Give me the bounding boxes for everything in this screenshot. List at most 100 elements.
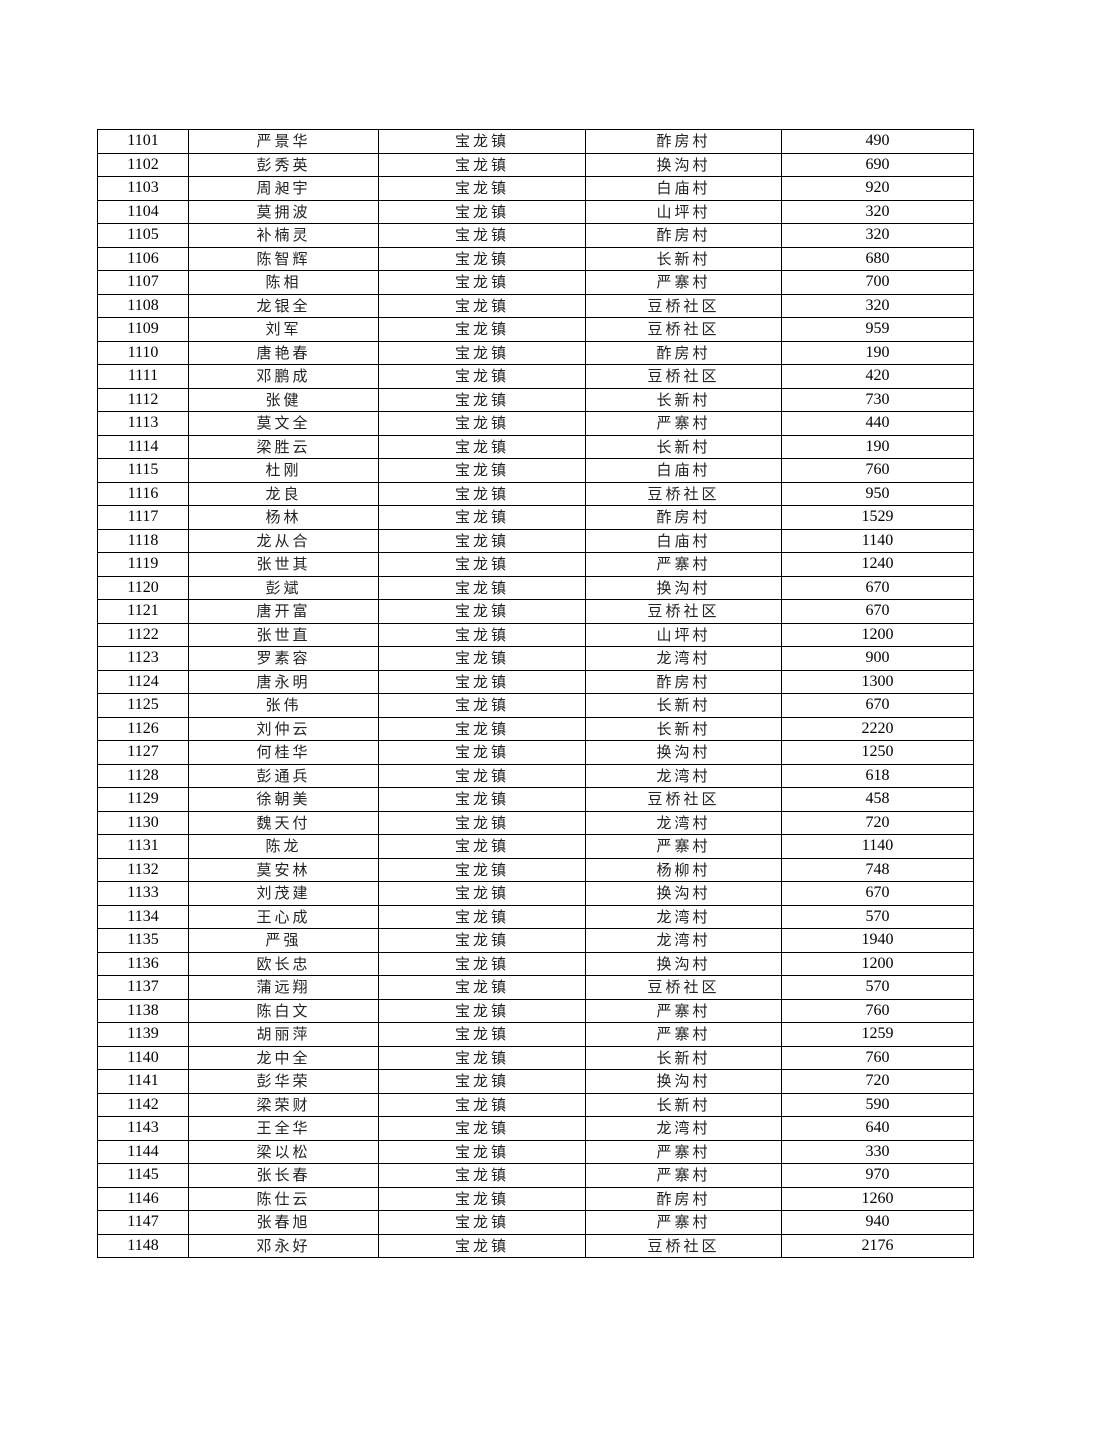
table-row: 1129 徐朝美 宝龙镇 豆桥社区 458 [97, 787, 974, 812]
table-row: 1111 邓鹏成 宝龙镇 豆桥社区 420 [97, 364, 974, 389]
village-cell: 酢房村 [585, 1186, 782, 1211]
name-cell: 蒲远翔 [188, 975, 379, 1000]
row-number-cell: 1135 [97, 928, 189, 953]
amount-cell: 730 [781, 387, 974, 412]
amount-cell: 440 [781, 411, 974, 436]
village-cell: 严寨村 [585, 834, 782, 859]
amount-cell: 320 [781, 293, 974, 318]
village-cell: 换沟村 [585, 740, 782, 765]
village-cell: 换沟村 [585, 881, 782, 906]
name-cell: 张世其 [188, 552, 379, 577]
amount-cell: 1240 [781, 552, 974, 577]
amount-cell: 190 [781, 434, 974, 459]
town-cell: 宝龙镇 [378, 1022, 586, 1047]
row-number-cell: 1125 [97, 693, 189, 718]
town-cell: 宝龙镇 [378, 1139, 586, 1164]
table-row: 1145 张长春 宝龙镇 严寨村 970 [97, 1163, 974, 1188]
village-cell: 豆桥社区 [585, 787, 782, 812]
row-number-cell: 1123 [97, 646, 189, 671]
row-number-cell: 1120 [97, 575, 189, 600]
name-cell: 欧长忠 [188, 951, 379, 976]
village-cell: 严寨村 [585, 1022, 782, 1047]
name-cell: 唐艳春 [188, 340, 379, 365]
amount-cell: 720 [781, 810, 974, 835]
town-cell: 宝龙镇 [378, 646, 586, 671]
name-cell: 龙良 [188, 481, 379, 506]
amount-cell: 1259 [781, 1022, 974, 1047]
amount-cell: 1250 [781, 740, 974, 765]
amount-cell: 700 [781, 270, 974, 295]
village-cell: 换沟村 [585, 1069, 782, 1094]
amount-cell: 420 [781, 364, 974, 389]
town-cell: 宝龙镇 [378, 246, 586, 271]
name-cell: 莫安林 [188, 857, 379, 882]
village-cell: 严寨村 [585, 1139, 782, 1164]
row-number-cell: 1144 [97, 1139, 189, 1164]
town-cell: 宝龙镇 [378, 881, 586, 906]
table-row: 1134 王心成 宝龙镇 龙湾村 570 [97, 904, 974, 929]
village-cell: 山坪村 [585, 622, 782, 647]
amount-cell: 959 [781, 317, 974, 342]
name-cell: 梁以松 [188, 1139, 379, 1164]
village-cell: 严寨村 [585, 1210, 782, 1235]
name-cell: 彭斌 [188, 575, 379, 600]
amount-cell: 670 [781, 693, 974, 718]
town-cell: 宝龙镇 [378, 152, 586, 177]
amount-cell: 900 [781, 646, 974, 671]
village-cell: 严寨村 [585, 411, 782, 436]
village-cell: 龙湾村 [585, 763, 782, 788]
amount-cell: 2176 [781, 1233, 974, 1258]
row-number-cell: 1102 [97, 152, 189, 177]
amount-cell: 1260 [781, 1186, 974, 1211]
row-number-cell: 1107 [97, 270, 189, 295]
table-row: 1106 陈智辉 宝龙镇 长新村 680 [97, 246, 974, 271]
amount-cell: 690 [781, 152, 974, 177]
row-number-cell: 1115 [97, 458, 189, 483]
name-cell: 张健 [188, 387, 379, 412]
town-cell: 宝龙镇 [378, 575, 586, 600]
town-cell: 宝龙镇 [378, 1045, 586, 1070]
name-cell: 补楠灵 [188, 223, 379, 248]
name-cell: 徐朝美 [188, 787, 379, 812]
amount-cell: 2220 [781, 716, 974, 741]
row-number-cell: 1145 [97, 1163, 189, 1188]
table-row: 1141 彭华荣 宝龙镇 换沟村 720 [97, 1069, 974, 1094]
amount-cell: 330 [781, 1139, 974, 1164]
row-number-cell: 1113 [97, 411, 189, 436]
town-cell: 宝龙镇 [378, 998, 586, 1023]
name-cell: 邓鹏成 [188, 364, 379, 389]
name-cell: 刘军 [188, 317, 379, 342]
table-row: 1122 张世直 宝龙镇 山坪村 1200 [97, 622, 974, 647]
name-cell: 梁胜云 [188, 434, 379, 459]
town-cell: 宝龙镇 [378, 411, 586, 436]
table-row: 1138 陈白文 宝龙镇 严寨村 760 [97, 998, 974, 1023]
town-cell: 宝龙镇 [378, 364, 586, 389]
village-cell: 长新村 [585, 246, 782, 271]
town-cell: 宝龙镇 [378, 740, 586, 765]
amount-cell: 1940 [781, 928, 974, 953]
row-number-cell: 1128 [97, 763, 189, 788]
amount-cell: 570 [781, 975, 974, 1000]
row-number-cell: 1134 [97, 904, 189, 929]
village-cell: 山坪村 [585, 199, 782, 224]
village-cell: 换沟村 [585, 152, 782, 177]
village-cell: 换沟村 [585, 951, 782, 976]
name-cell: 邓永好 [188, 1233, 379, 1258]
row-number-cell: 1122 [97, 622, 189, 647]
town-cell: 宝龙镇 [378, 928, 586, 953]
village-cell: 酢房村 [585, 129, 782, 154]
row-number-cell: 1114 [97, 434, 189, 459]
row-number-cell: 1130 [97, 810, 189, 835]
table-row: 1123 罗素容 宝龙镇 龙湾村 900 [97, 646, 974, 671]
table-row: 1132 莫安林 宝龙镇 杨柳村 748 [97, 857, 974, 882]
row-number-cell: 1146 [97, 1186, 189, 1211]
name-cell: 陈白文 [188, 998, 379, 1023]
table-row: 1137 蒲远翔 宝龙镇 豆桥社区 570 [97, 975, 974, 1000]
name-cell: 王全华 [188, 1116, 379, 1141]
village-cell: 龙湾村 [585, 646, 782, 671]
table-row: 1136 欧长忠 宝龙镇 换沟村 1200 [97, 951, 974, 976]
village-cell: 换沟村 [585, 575, 782, 600]
amount-cell: 490 [781, 129, 974, 154]
name-cell: 陈龙 [188, 834, 379, 859]
name-cell: 张春旭 [188, 1210, 379, 1235]
